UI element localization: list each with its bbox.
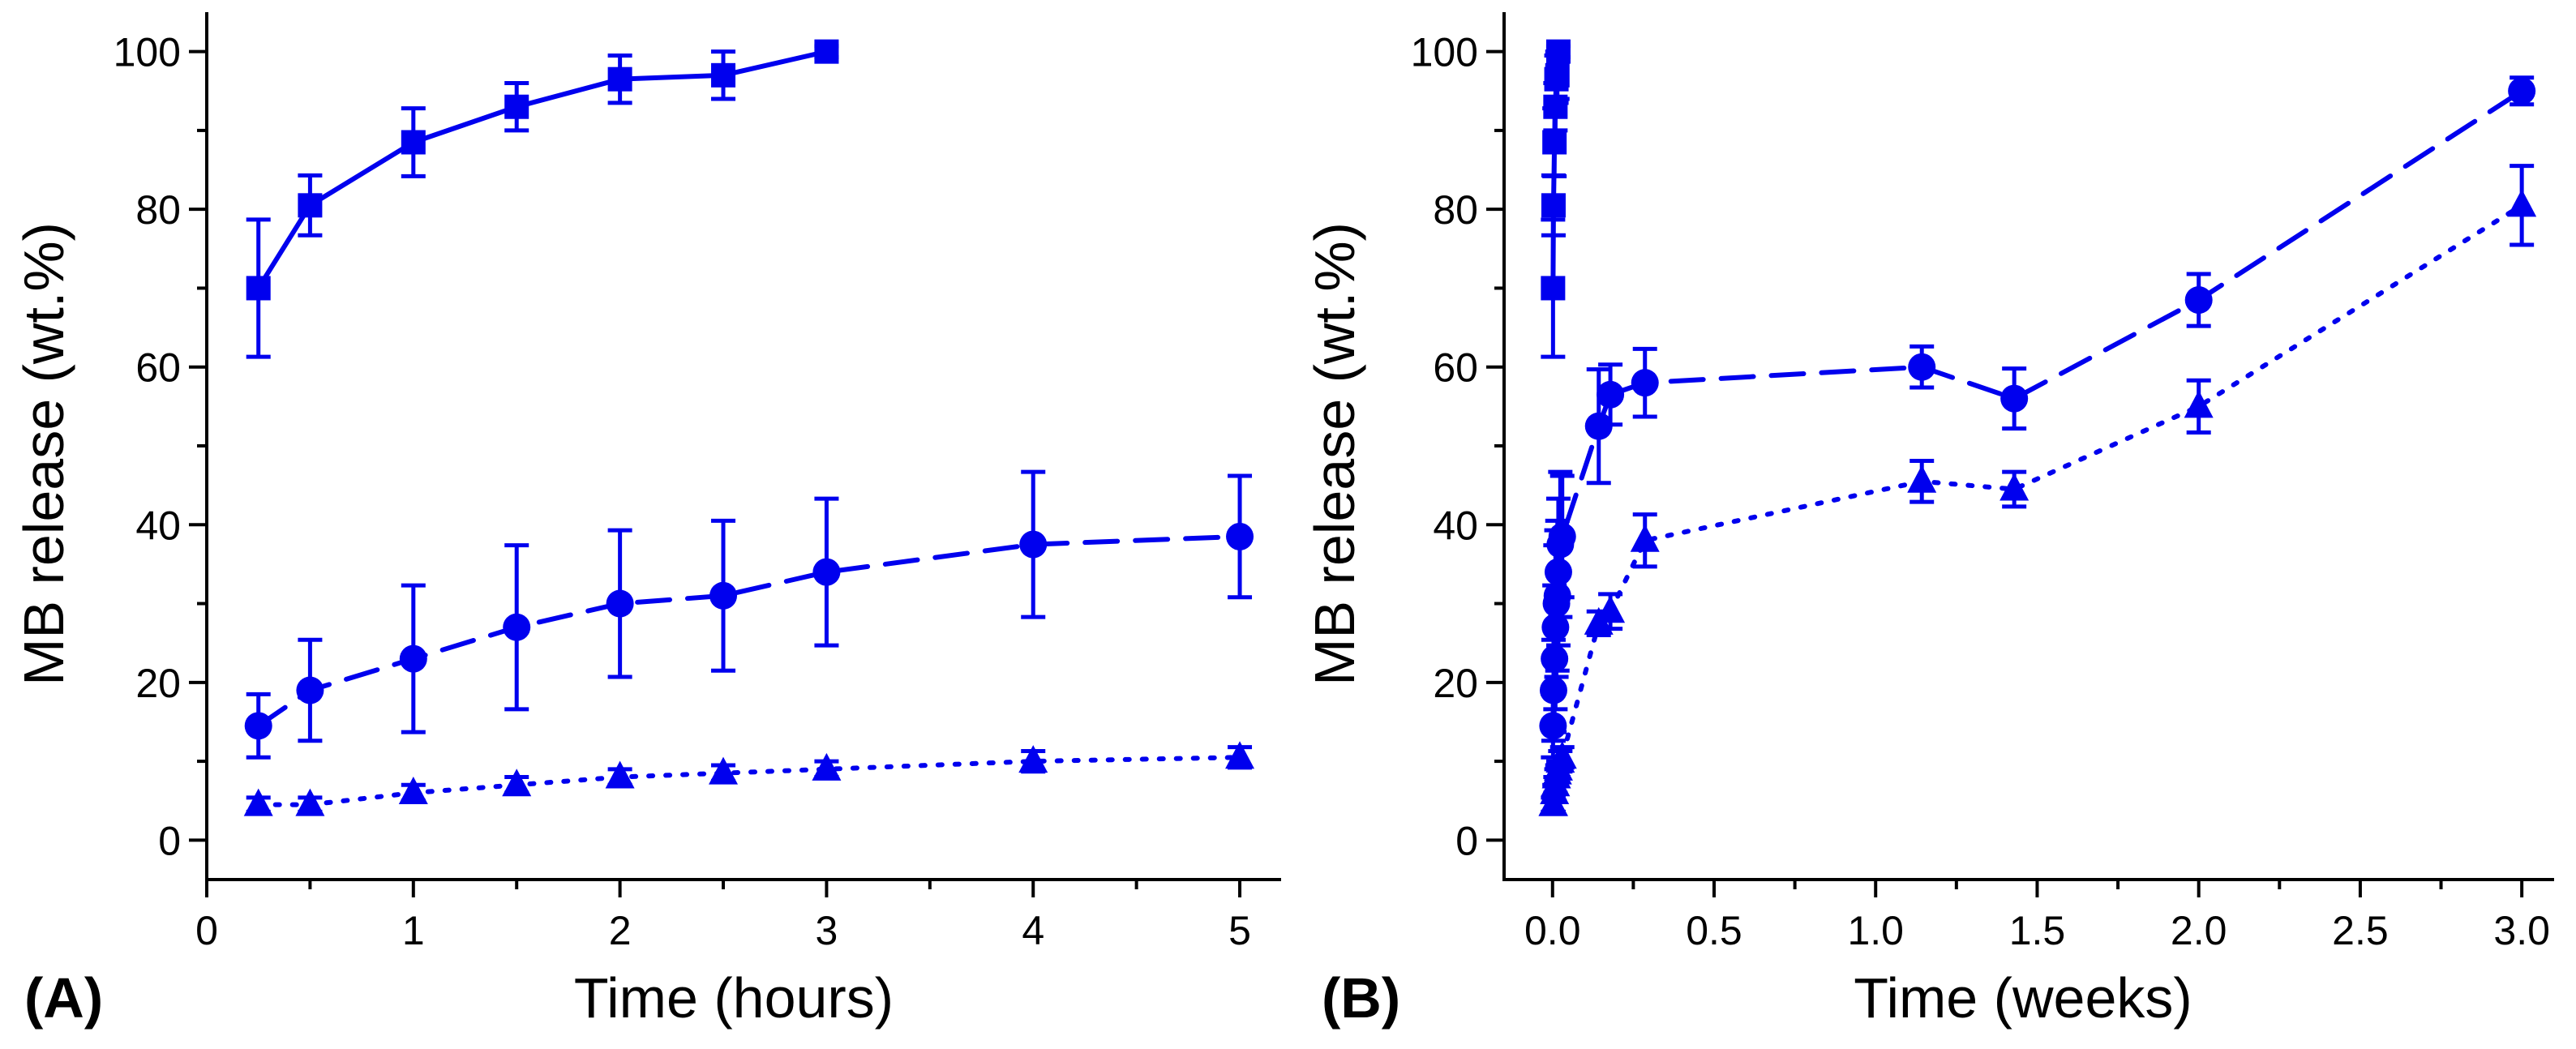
panel-b-triangle-point — [1907, 465, 1937, 493]
panel-a-circle-point — [399, 644, 427, 673]
panel-a-y-tick-label: 20 — [135, 661, 181, 706]
panel-b-square-point — [1545, 39, 1571, 64]
panel-a-square-point — [401, 130, 426, 155]
panel-a-circle-point — [812, 558, 841, 586]
panel-b-x-tick-label: 2.0 — [2171, 908, 2227, 953]
panel-b-triangle-point — [1596, 595, 1626, 623]
panel-b-y-axis-title: MB release (wt.%) — [1303, 222, 1366, 686]
panel-b-triangle-point — [2000, 473, 2030, 501]
panel-a-circle-point — [1019, 530, 1048, 559]
panel-a-square-point — [711, 62, 736, 88]
panel-b-y-tick-label: 100 — [1411, 30, 1478, 75]
panel-b-x-tick-label: 2.5 — [2332, 908, 2389, 953]
panel-b-triangle-point — [1630, 524, 1660, 552]
panel-b-circle-point — [2184, 286, 2213, 315]
panel-a-axes: 0 1 2 3 4 5 0 20 40 60 80 100 — [114, 12, 1281, 953]
panel-a-y-tick-label: 0 — [158, 818, 181, 863]
panel-a-plot-area — [243, 39, 1255, 816]
panel-b-series-circle — [1539, 75, 2536, 760]
panel-a-series-square — [246, 39, 839, 359]
panel-b-triangle-point — [2507, 189, 2537, 217]
panel-a-triangle-point — [1225, 741, 1255, 769]
panel-a-y-axis-title: MB release (wt.%) — [12, 222, 75, 686]
panel-a-square-point — [246, 276, 271, 301]
panel-b-label: (B) — [1322, 966, 1400, 1030]
panel-b-x-tick-label: 3.0 — [2493, 908, 2550, 953]
panel-a-series-triangle — [243, 741, 1255, 816]
panel-a-y-tick-label: 100 — [114, 30, 181, 75]
panel-a-y-tick-label: 40 — [135, 503, 181, 548]
panel-a-circle-point — [244, 712, 272, 740]
panel-a-circle-point — [709, 581, 738, 610]
panel-a-x-tick-label: 3 — [816, 908, 838, 953]
panel-b-square-point — [1541, 193, 1566, 218]
panel-b-circle-point — [1597, 380, 1625, 409]
panel-a-circle-point — [296, 676, 324, 704]
panel-b-circle-point — [1631, 369, 1659, 397]
panel-b-axes: 0.0 0.5 1.0 1.5 2.0 2.5 3.0 0 20 40 60 80 100 — [1411, 12, 2554, 953]
panel-b-circle-point — [1548, 522, 1576, 550]
panel-a-triangle-point — [812, 752, 842, 781]
panel-b-x-tick-label: 0.5 — [1686, 908, 1742, 953]
panel-b-triangle-line — [1550, 203, 2525, 807]
panel-a-triangle-point — [709, 756, 739, 785]
panel-b-y-tick-label: 20 — [1433, 661, 1478, 706]
panel-a-triangle-point — [605, 760, 635, 789]
panel-b-square-point — [1545, 62, 1570, 88]
panel-a-square-line — [255, 49, 829, 291]
panel-b-triangle-point — [1547, 741, 1577, 769]
panel-a-circle-point — [503, 613, 531, 641]
panel-a-triangle-point — [398, 777, 428, 804]
panel-b-series-square — [1541, 39, 1571, 359]
panel-a-square-point — [607, 66, 632, 92]
panel-b-y-tick-label: 0 — [1455, 818, 1478, 863]
panel-a-y-tick-label: 80 — [135, 187, 181, 233]
panel-a-x-axis-title: Time (hours) — [574, 966, 894, 1030]
panel-a-x-tick-label: 1 — [402, 908, 425, 953]
panel-a-label: (A) — [24, 966, 103, 1030]
panel-a-x-tick-label: 2 — [609, 908, 632, 953]
panel-a-triangle-point — [243, 788, 273, 816]
panel-b-square-point — [1542, 130, 1567, 155]
panel-a-series-circle — [244, 469, 1254, 760]
panel-a-x-tick-label: 4 — [1022, 908, 1044, 953]
panel-b-y-tick-label: 40 — [1433, 503, 1478, 548]
panel-b-triangle-point — [2184, 390, 2214, 418]
panel-a-square-point — [298, 193, 323, 218]
panel-a: 0 1 2 3 4 5 0 20 40 60 80 100 Time (hours) MB relea… — [12, 12, 1281, 1030]
panel-b-circle-point — [2000, 384, 2029, 413]
panel-b-circle-point — [2508, 77, 2536, 105]
panel-b-series-triangle — [1538, 164, 2537, 816]
panel-b-x-tick-label: 1.5 — [2009, 908, 2066, 953]
panel-b-circle-line — [1550, 88, 2525, 729]
panel-a-y-tick-label: 60 — [135, 345, 181, 391]
panel-a-square-point — [814, 39, 839, 64]
panel-b-x-tick-label: 1.0 — [1847, 908, 1904, 953]
panel-b-y-tick-label: 60 — [1433, 345, 1478, 391]
panel-a-square-point — [504, 94, 529, 119]
panel-b-x-tick-label: 0.0 — [1524, 908, 1581, 953]
panel-a-triangle-point — [1018, 745, 1048, 773]
panel-a-circle-line — [255, 533, 1243, 729]
panel-a-x-tick-label: 0 — [195, 908, 218, 953]
panel-b-plot-area — [1538, 39, 2537, 816]
panel-a-circle-point — [1226, 522, 1254, 550]
panel-b-x-axis-title: Time (weeks) — [1854, 966, 2192, 1030]
panel-a-triangle-point — [502, 769, 532, 797]
panel-b-y-tick-label: 80 — [1433, 187, 1478, 233]
panel-b: 0.0 0.5 1.0 1.5 2.0 2.5 3.0 0 20 40 60 80 100 Time (… — [1303, 12, 2554, 1030]
panel-b-square-point — [1541, 276, 1566, 301]
panel-b-circle-point — [1908, 353, 1936, 381]
panel-a-circle-point — [606, 589, 634, 618]
panel-a-x-tick-label: 5 — [1228, 908, 1251, 953]
panel-a-triangle-point — [295, 788, 325, 816]
